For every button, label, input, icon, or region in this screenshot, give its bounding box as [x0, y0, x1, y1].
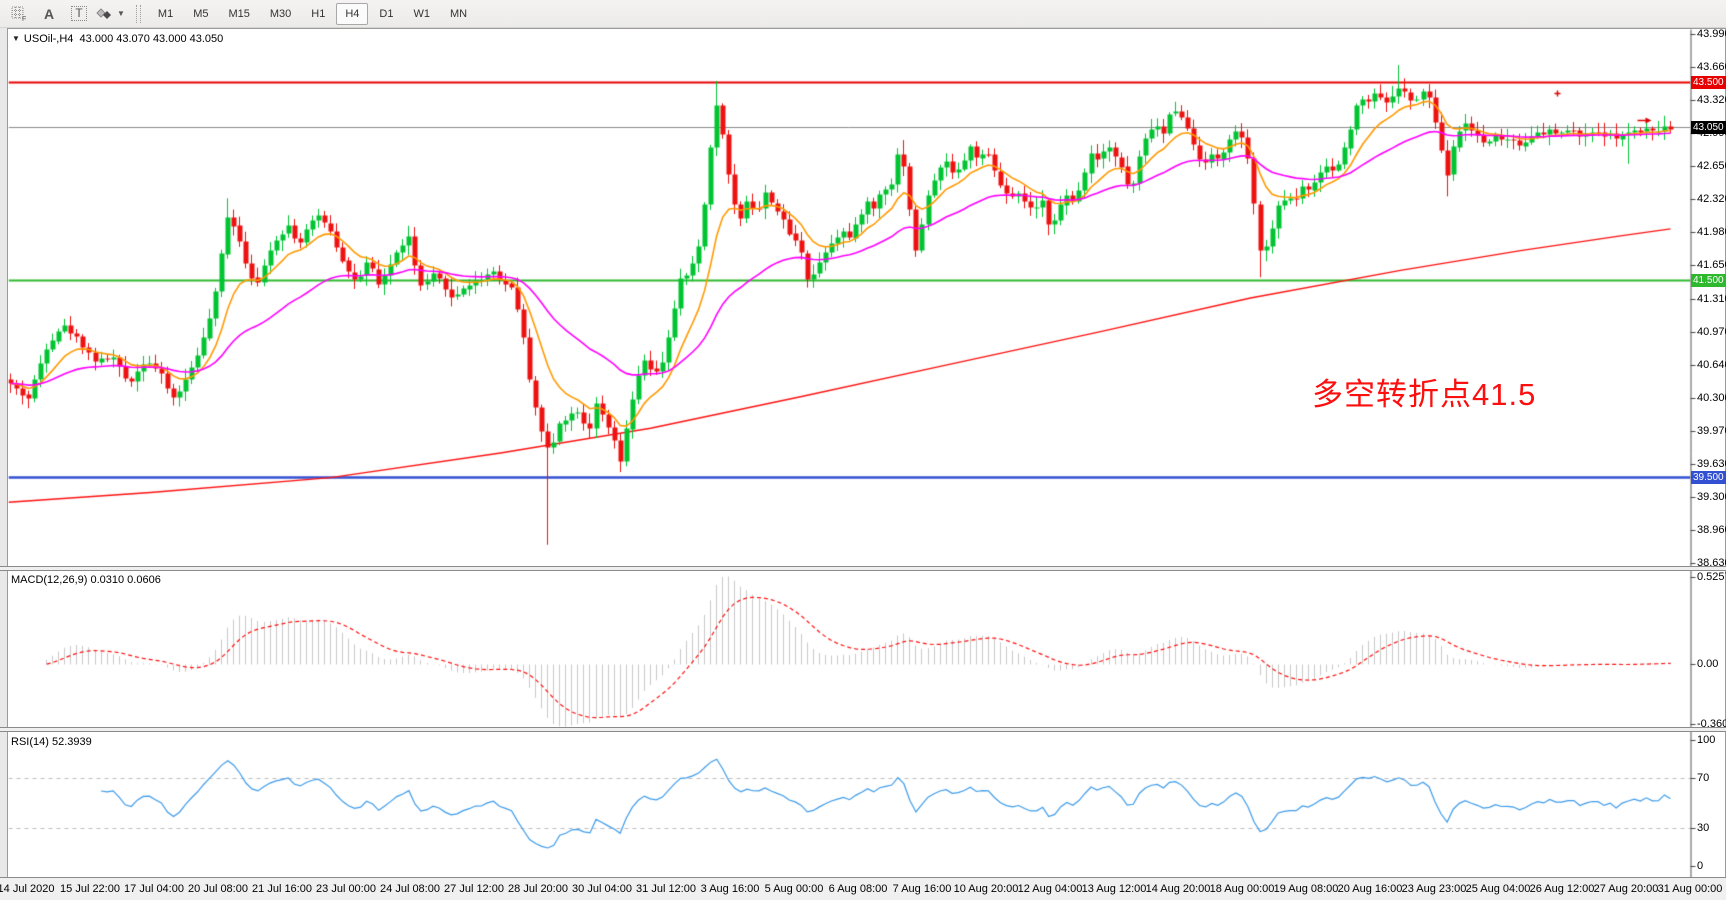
price-axis-label: 39.630: [1697, 458, 1726, 471]
rsi-indicator-label: RSI(14) 52.3939: [11, 736, 92, 748]
macd-indicator-label: MACD(12,26,9) 0.0310 0.0606: [11, 574, 161, 586]
time-axis-label: 21 Jul 16:00: [252, 883, 312, 895]
time-axis-label: 28 Jul 20:00: [508, 883, 568, 895]
time-axis-label: 24 Jul 08:00: [380, 883, 440, 895]
symbol-ohlc-label[interactable]: ▼ USOil-,H4 43.000 43.070 43.000 43.050: [12, 33, 223, 45]
price-axis-label: 41.650: [1697, 258, 1726, 271]
price-axis-label: 41.980: [1697, 226, 1726, 239]
price-level-tag: 43.500: [1691, 76, 1726, 90]
rsi-axis-label: 70: [1697, 771, 1710, 784]
time-axis[interactable]: 14 Jul 2020 15 Jul 22:00 17 Jul 04:00 20 Ju…: [0, 877, 1726, 900]
price-axis-label: 41.310: [1697, 292, 1726, 305]
time-axis-label: 12 Aug 04:00: [1017, 883, 1083, 895]
time-axis-label: 5 Aug 00:00: [764, 883, 824, 895]
time-axis-label: 18 Aug 00:00: [1209, 883, 1275, 895]
price-axis-label: 38.960: [1697, 524, 1726, 537]
symbol-ohlc-text: USOil-,H4 43.000 43.070 43.000 43.050: [23, 33, 224, 45]
chart-text-annotation[interactable]: 多空转折点41.5: [1312, 377, 1537, 412]
price-axis-label: 42.650: [1697, 160, 1726, 173]
time-axis-label: 27 Aug 20:00: [1593, 883, 1659, 895]
time-axis-label: 20 Aug 16:00: [1337, 883, 1403, 895]
macd-axis-label: 0.5257: [1697, 571, 1726, 583]
price-axis-label: 40.970: [1697, 326, 1726, 339]
time-axis-label: 6 Aug 08:00: [828, 883, 888, 895]
price-axis-label: 40.640: [1697, 358, 1726, 371]
rsi-axis-label: 100: [1697, 734, 1716, 746]
price-axis-label: 43.320: [1697, 94, 1726, 107]
time-axis-label: 10 Aug 20:00: [953, 883, 1019, 895]
price-axis-label: 43.660: [1697, 60, 1726, 73]
time-axis-label: 23 Jul 00:00: [316, 883, 376, 895]
time-axis-label: 31 Jul 12:00: [636, 883, 696, 895]
time-axis-label: 17 Jul 04:00: [124, 883, 184, 895]
price-axis-label: 42.320: [1697, 192, 1726, 205]
panel-splitter-rsi[interactable]: [0, 727, 1726, 732]
rsi-axis-label: 0: [1697, 860, 1704, 872]
time-axis-label: 7 Aug 16:00: [892, 883, 952, 895]
time-axis-label: 20 Jul 08:00: [188, 883, 248, 895]
time-axis-label: 3 Aug 16:00: [700, 883, 760, 895]
macd-axis-label: -0.3603: [1697, 717, 1726, 730]
time-axis-label: 26 Aug 12:00: [1529, 883, 1595, 895]
macd-axis-label: 0.00: [1697, 658, 1719, 670]
time-axis-label: 23 Aug 23:00: [1401, 883, 1467, 895]
chart-left-border: [0, 28, 8, 899]
time-axis-label: 27 Jul 12:00: [444, 883, 504, 895]
price-axis-label: 39.300: [1697, 490, 1726, 503]
price-level-tag: 41.500: [1691, 273, 1726, 287]
rsi-axis-label: 30: [1697, 822, 1710, 835]
time-axis-label: 30 Jul 04:00: [572, 883, 632, 895]
time-axis-label: 25 Aug 04:00: [1465, 883, 1531, 895]
price-axis-label: 40.300: [1697, 392, 1726, 405]
time-axis-label: 15 Jul 22:00: [60, 883, 120, 895]
price-axis-label: 43.990: [1697, 28, 1726, 40]
time-axis-label: 14 Aug 20:00: [1145, 883, 1211, 895]
price-axis-label: 39.970: [1697, 424, 1726, 437]
current-price-tag: 43.050: [1691, 120, 1726, 134]
time-axis-label: 13 Aug 12:00: [1081, 883, 1147, 895]
price-level-tag: 39.500: [1691, 471, 1726, 485]
time-axis-label: 14 Jul 2020: [0, 883, 55, 895]
symbol-collapse-icon[interactable]: ▼: [12, 34, 20, 43]
time-axis-label: 31 Aug 00:00: [1657, 883, 1723, 895]
panel-splitter-macd[interactable]: [0, 566, 1726, 571]
time-axis-label: 19 Aug 08:00: [1273, 883, 1339, 895]
